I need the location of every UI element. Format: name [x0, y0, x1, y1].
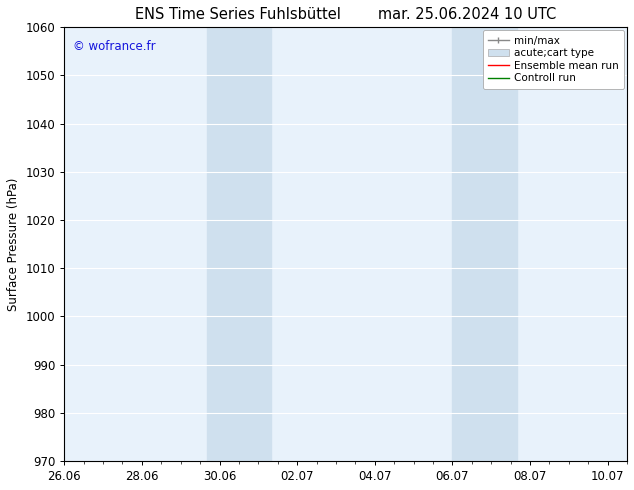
- Title: ENS Time Series Fuhlsbüttel        mar. 25.06.2024 10 UTC: ENS Time Series Fuhlsbüttel mar. 25.06.2…: [135, 7, 556, 22]
- Legend: min/max, acute;cart type, Ensemble mean run, Controll run: min/max, acute;cart type, Ensemble mean …: [482, 30, 624, 89]
- Text: © wofrance.fr: © wofrance.fr: [73, 40, 155, 53]
- Bar: [453, 27, 517, 461]
- Bar: [207, 27, 271, 461]
- Y-axis label: Surface Pressure (hPa): Surface Pressure (hPa): [7, 177, 20, 311]
